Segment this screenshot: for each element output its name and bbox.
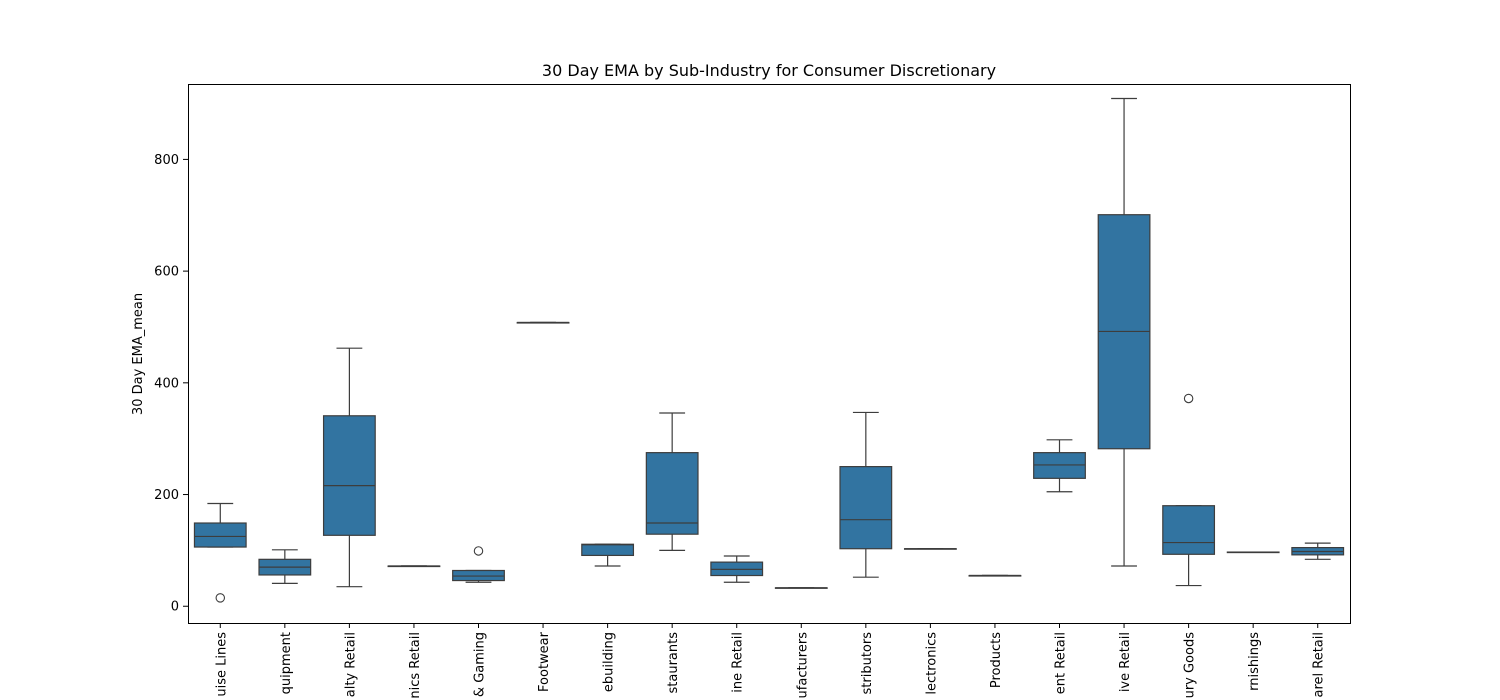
plot-area <box>193 97 1345 603</box>
box <box>581 543 635 557</box>
box <box>1162 505 1216 555</box>
x-tick-label: quipment <box>279 632 294 694</box>
x-tick-label: stributors <box>860 632 875 695</box>
box-group <box>193 502 247 603</box>
box-group <box>452 546 505 583</box>
box <box>645 452 699 535</box>
x-tick-label: & Gaming <box>473 632 488 697</box>
plot-frame <box>188 84 1351 624</box>
box-group <box>258 549 312 584</box>
outlier-point <box>1183 393 1194 404</box>
x-tick-label: Products <box>989 632 1004 688</box>
y-tick-label: 200 <box>154 488 179 503</box>
box-group <box>774 587 828 589</box>
box-group <box>1162 393 1216 587</box>
x-tick-label: uise Lines <box>214 632 229 697</box>
y-axis-label: 30 Day EMA_mean <box>131 293 146 415</box>
y-tick-label: 600 <box>154 265 179 280</box>
x-tick-label: nics Retail <box>408 632 423 699</box>
box-group <box>645 412 699 551</box>
x-tick-label: alty Retail <box>343 632 358 697</box>
y-tick-label: 400 <box>154 376 179 391</box>
x-tick-label: arel Retail <box>1312 632 1327 698</box>
box-group <box>581 543 635 567</box>
box-group <box>1291 542 1345 560</box>
x-tick-label: Footwear <box>537 631 552 692</box>
box-group <box>387 565 441 568</box>
outlier-point <box>215 593 226 603</box>
box-group <box>1226 551 1280 554</box>
box-group <box>968 574 1022 577</box>
box <box>322 415 376 536</box>
x-tick-label: ive Retail <box>1118 632 1133 692</box>
x-tick-label: lectronics <box>924 632 939 695</box>
box-group <box>903 548 957 550</box>
x-tick-label: staurants <box>666 632 681 694</box>
box-group <box>322 347 376 588</box>
x-tick-label: ufacturers <box>795 632 810 699</box>
x-tick-label: ine Retail <box>731 632 746 693</box>
x-tick-label: ury Goods <box>1183 632 1198 699</box>
outlier-point <box>473 546 484 556</box>
x-tick-label: ebuilding <box>602 632 617 692</box>
box-group <box>1033 439 1086 493</box>
x-tick-label: ent Retail <box>1054 632 1069 694</box>
box-group <box>710 555 764 583</box>
box <box>193 522 247 548</box>
box <box>839 466 893 550</box>
y-tick-label: 0 <box>171 600 179 615</box>
box-group <box>1097 97 1151 567</box>
box-group <box>839 411 893 578</box>
box-group <box>516 321 570 324</box>
y-tick-label: 800 <box>154 153 179 168</box>
chart-title: 30 Day EMA by Sub-Industry for Consumer … <box>542 61 996 80</box>
x-tick-label: rnishings <box>1247 632 1262 691</box>
